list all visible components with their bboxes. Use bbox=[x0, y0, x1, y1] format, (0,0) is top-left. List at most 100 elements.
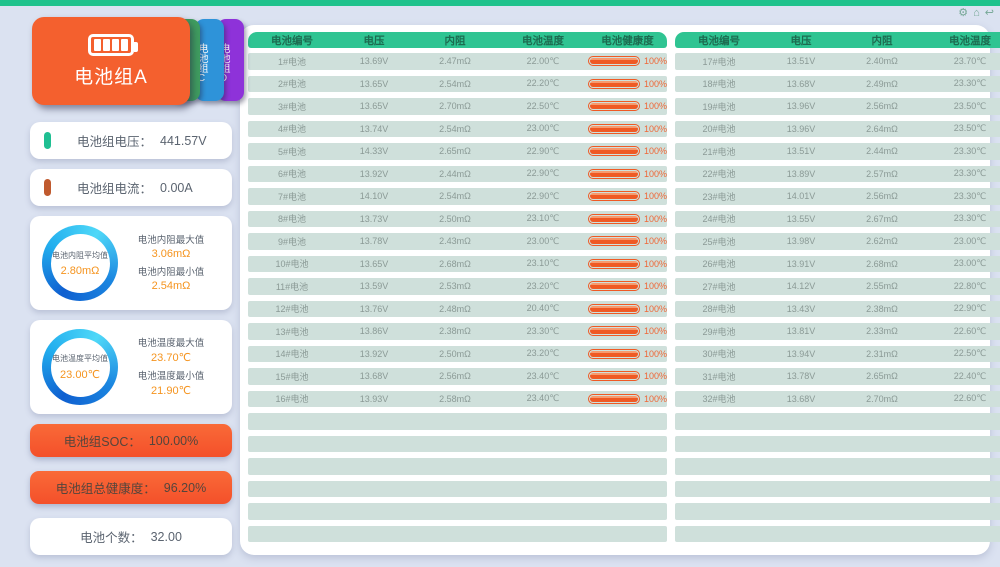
battery-id-cell: 17#电池 bbox=[702, 56, 736, 67]
health-cell: 100% bbox=[588, 56, 667, 67]
health-percent: 100% bbox=[644, 371, 668, 382]
battery-id-cell: 32#电池 bbox=[702, 394, 736, 405]
col-resistance: 内阻 bbox=[444, 34, 466, 47]
health-cell: 100% bbox=[588, 123, 667, 134]
pack-health-value: 96.20% bbox=[163, 480, 207, 495]
resistance-cell: 2.55mΩ bbox=[866, 281, 898, 292]
voltage-cell: 13.68V bbox=[786, 78, 816, 89]
temperature-cell: 23.40℃ bbox=[526, 393, 560, 404]
gear-icon[interactable]: ⚙ bbox=[958, 7, 969, 19]
back-icon[interactable]: ↩ bbox=[984, 7, 994, 19]
tab-battery-group-a-active[interactable]: 电池组A bbox=[32, 17, 190, 105]
health-percent: 100% bbox=[644, 303, 668, 314]
resistance-cell: 2.40mΩ bbox=[866, 56, 898, 67]
health-percent: 100% bbox=[644, 78, 668, 89]
temperature-cell: 22.00℃ bbox=[526, 55, 560, 66]
voltage-cell: 13.98V bbox=[786, 236, 816, 247]
temperature-gauge-card: 电池温度平均值 23.00℃ 电池温度最大值 23.70℃ 电池温度最小值 21… bbox=[30, 320, 232, 414]
temperature-cell: 22.90℃ bbox=[526, 168, 560, 179]
battery-id-cell: 14#电池 bbox=[275, 349, 309, 360]
temperature-cell: 20.40℃ bbox=[526, 303, 560, 314]
voltage-cell: 13.96V bbox=[786, 123, 816, 134]
resistance-cell: 2.33mΩ bbox=[866, 326, 898, 337]
health-cell: 100% bbox=[588, 78, 668, 89]
health-percent: 100% bbox=[644, 393, 668, 404]
resistance-cell: 2.70mΩ bbox=[439, 101, 471, 112]
col-voltage: 电压 bbox=[790, 34, 812, 47]
health-percent: 100% bbox=[644, 258, 668, 269]
voltage-cell: 13.89V bbox=[786, 168, 816, 179]
resistance-cell: 2.64mΩ bbox=[866, 123, 898, 134]
resistance-cell: 2.53mΩ bbox=[439, 281, 471, 292]
battery-id-cell: 19#电池 bbox=[702, 101, 736, 112]
voltage-cell: 13.51V bbox=[786, 146, 816, 157]
battery-id-cell: 4#电池 bbox=[277, 124, 306, 135]
voltage-cell: 13.78V bbox=[359, 236, 389, 247]
voltage-cell: 13.65V bbox=[359, 78, 389, 89]
battery-id-cell: 18#电池 bbox=[702, 79, 736, 90]
health-bar bbox=[588, 281, 640, 292]
battery-table-right: 电池编号 电压 内阻 电池温度 电池健康度 17#电池 13.51V 2.40mΩ 2… bbox=[675, 32, 1000, 548]
resistance-cell: 2.54mΩ bbox=[439, 78, 471, 89]
temperature-cell: 22.50℃ bbox=[526, 100, 560, 111]
table-row: 16#电池 13.93V 2.58mΩ 23.40℃ 100% bbox=[248, 390, 668, 407]
health-percent: 100% bbox=[644, 348, 668, 359]
battery-id-cell: 25#电池 bbox=[702, 236, 736, 247]
temperature-cell: 23.40℃ bbox=[526, 370, 560, 381]
temperature-cell: 22.90℃ bbox=[526, 145, 560, 156]
empty-table-row bbox=[675, 525, 1000, 542]
empty-table-row bbox=[675, 503, 1000, 520]
temperature-cell: 23.50℃ bbox=[953, 100, 987, 111]
empty-table-row bbox=[675, 480, 1000, 497]
resistance-cell: 2.47mΩ bbox=[439, 56, 471, 67]
home-icon[interactable]: ⌂ bbox=[973, 7, 980, 19]
battery-id-cell: 31#电池 bbox=[702, 371, 736, 382]
voltage-cell: 13.65V bbox=[359, 101, 389, 112]
resistance-gauge-card: 电池内阻平均值 2.80mΩ 电池内阻最大值 3.06mΩ 电池内阻最小值 2.… bbox=[30, 216, 232, 310]
resistance-cell: 2.65mΩ bbox=[439, 146, 471, 157]
resistance-cell: 2.31mΩ bbox=[866, 348, 898, 359]
empty-table-row bbox=[248, 503, 668, 520]
health-bar bbox=[588, 191, 640, 202]
table-row: 4#电池 13.74V 2.54mΩ 23.00℃ 100% bbox=[248, 120, 668, 137]
col-resistance: 内阻 bbox=[871, 34, 893, 47]
health-bar bbox=[588, 78, 640, 89]
temperature-cell: 23.30℃ bbox=[953, 168, 987, 179]
health-percent: 100% bbox=[644, 326, 668, 337]
voltage-cell: 13.59V bbox=[359, 281, 389, 292]
battery-id-cell: 13#电池 bbox=[275, 326, 309, 337]
voltage-cell: 13.55V bbox=[786, 213, 816, 224]
battery-id-cell: 29#电池 bbox=[702, 326, 736, 337]
battery-count-label: 电池个数： bbox=[80, 531, 143, 545]
empty-table-row bbox=[248, 435, 668, 452]
current-pill-icon bbox=[44, 179, 51, 196]
health-cell: 100% bbox=[588, 393, 668, 404]
voltage-pill-icon bbox=[44, 132, 51, 149]
battery-id-cell: 7#电池 bbox=[277, 191, 306, 202]
battery-id-cell: 5#电池 bbox=[277, 146, 306, 157]
soc-value: 100.00% bbox=[148, 433, 199, 448]
health-bar bbox=[588, 348, 640, 359]
pack-current-card: 电池组电流： 0.00A bbox=[30, 169, 232, 206]
table-row: 7#电池 14.10V 2.54mΩ 22.90℃ 100% bbox=[248, 188, 668, 205]
resistance-cell: 2.56mΩ bbox=[866, 101, 898, 112]
voltage-cell: 14.10V bbox=[359, 191, 389, 202]
voltage-cell: 13.74V bbox=[359, 123, 389, 134]
battery-count-value: 32.00 bbox=[150, 529, 182, 544]
table-row: 9#电池 13.78V 2.43mΩ 23.00℃ 100% bbox=[248, 233, 668, 250]
voltage-cell: 13.81V bbox=[786, 326, 816, 337]
battery-id-cell: 16#电池 bbox=[275, 394, 309, 405]
voltage-cell: 13.93V bbox=[359, 393, 389, 404]
temperature-cell: 22.50℃ bbox=[953, 348, 987, 359]
battery-id-cell: 2#电池 bbox=[277, 79, 306, 90]
temperature-avg-label: 电池温度平均值 bbox=[52, 354, 108, 363]
empty-table-row bbox=[675, 435, 1000, 452]
table-row: 15#电池 13.68V 2.56mΩ 23.40℃ 100% bbox=[248, 368, 668, 385]
health-bar bbox=[588, 168, 640, 179]
